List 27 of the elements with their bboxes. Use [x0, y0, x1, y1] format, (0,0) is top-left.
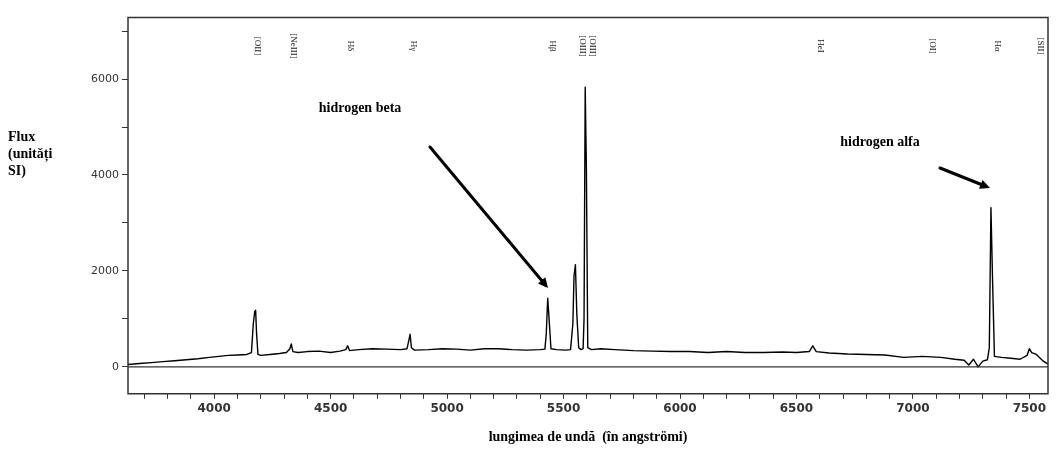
x-tick-label: 4500: [313, 401, 348, 416]
annotation: Hβ: [547, 40, 558, 52]
y-tick-label: 6000: [91, 71, 119, 85]
annotation: [OI]: [927, 38, 938, 54]
annotation: Hδ: [345, 40, 356, 52]
y-axis-title: Flux (unitǎți SI): [8, 128, 54, 179]
annotation: Hα: [992, 40, 1003, 52]
x-tick-label: 7000: [896, 401, 930, 416]
annotation: hidrogen alfa: [840, 133, 920, 149]
y-tick-label: 4000: [91, 167, 119, 181]
x-tick-label: 5000: [430, 401, 464, 416]
annotation: hidrogen beta: [318, 99, 402, 115]
annotation: [SII]: [1035, 37, 1046, 55]
annotation: [OIII]: [577, 35, 588, 57]
x-tick-label: 4000: [197, 401, 231, 416]
x-tick-label: 6000: [663, 401, 697, 416]
x-tick-label: 7500: [1012, 401, 1047, 416]
y-tick-label: 2000: [91, 263, 119, 277]
y-tick-label: 0: [112, 359, 119, 373]
annotation: [OIII]: [587, 35, 598, 57]
annotation: [NeIII]: [288, 33, 299, 59]
annotation: [OII]: [252, 36, 263, 56]
annotation: Hγ: [408, 40, 419, 52]
x-axis-title: lungimea de undă (în angströmi): [488, 429, 688, 446]
x-tick-label: 5500: [546, 401, 581, 416]
x-tick-label: 6500: [779, 401, 814, 416]
annotation: HeI: [815, 39, 826, 53]
